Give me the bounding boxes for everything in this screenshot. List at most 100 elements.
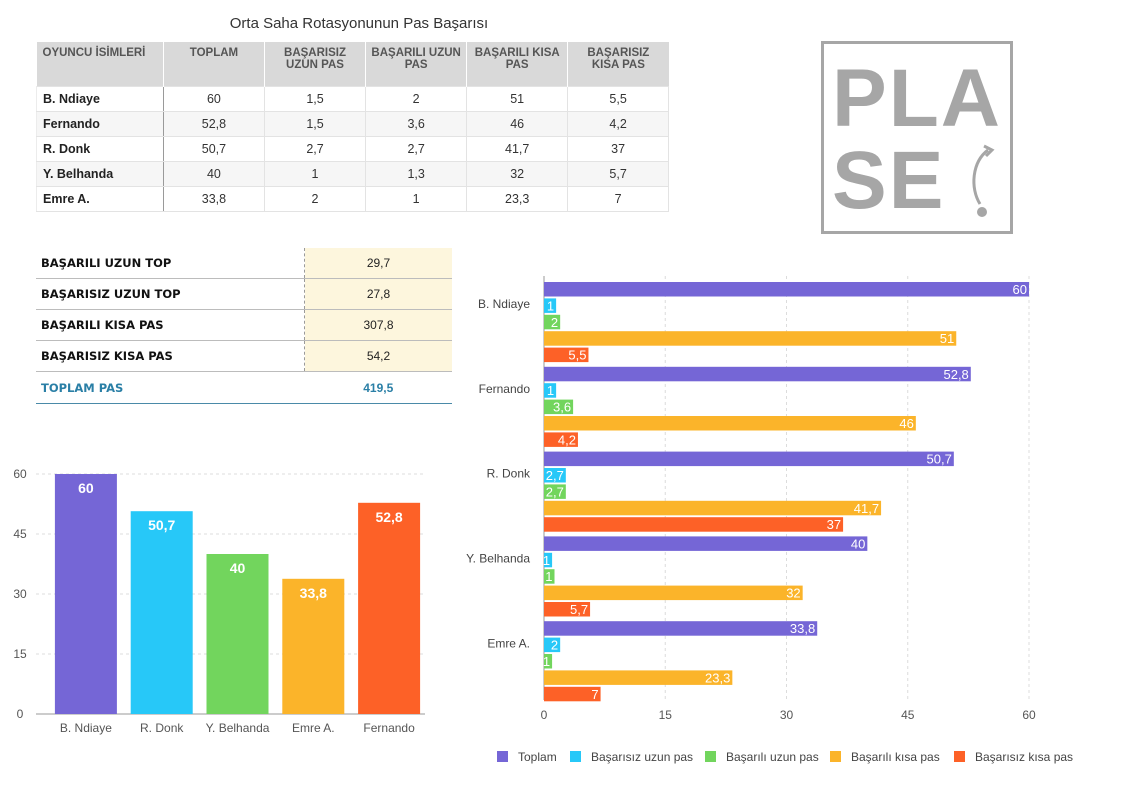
table-cell: 46 (466, 111, 569, 137)
x-tick-label: Y. Belhanda (206, 721, 270, 735)
table-cell: R. Donk (36, 136, 164, 162)
legend-swatch (570, 751, 581, 762)
bar (544, 621, 818, 636)
summary-row: BAŞARISIZ UZUN TOP 27,8 (36, 278, 452, 310)
total-pass-bar-chart: 0 15 30 45 60 60 B. Ndiaye 50,7 R. Donk 40 Y. Belh… (13, 467, 425, 735)
table-cell: 2 (365, 86, 468, 112)
legend-label: Başarısız kısa pas (975, 750, 1073, 764)
table-cell: 1,5 (263, 86, 367, 112)
table-header: TOPLAM (163, 42, 265, 87)
bar-value-label: 2,7 (546, 468, 564, 483)
table-cell: Fernando (36, 111, 164, 137)
bar (544, 602, 591, 617)
summary-label: BAŞARISIZ UZUN TOP (36, 278, 305, 310)
table-cell: 52,8 (163, 111, 265, 137)
bar-value-label: 40 (230, 560, 246, 576)
bar-value-label: 51 (940, 331, 954, 346)
y-tick-label: 0 (17, 707, 24, 721)
y-tick-label: 45 (13, 527, 27, 541)
summary-row: BAŞARISIZ KISA PAS 54,2 (36, 340, 452, 372)
bar (544, 383, 557, 398)
legend-label: Başarısız uzun pas (591, 750, 693, 764)
bar-value-label: 46 (899, 416, 913, 431)
bar-value-label: 1 (545, 569, 552, 584)
bar-value-label: 1 (543, 553, 550, 568)
x-tick-label: B. Ndiaye (60, 721, 112, 735)
bar-value-label: 52,8 (375, 509, 402, 525)
bar-value-label: 33,8 (790, 621, 815, 636)
table-cell: 4,2 (567, 111, 669, 137)
table-cell: 51 (466, 86, 569, 112)
table-cell: 7 (567, 186, 669, 212)
summary-value: 54,2 (304, 340, 452, 372)
bar (544, 366, 971, 382)
table-cell: B. Ndiaye (36, 86, 164, 112)
bar-value-label: 1 (543, 654, 550, 669)
bar (544, 314, 561, 330)
bar-value-label: 60 (78, 480, 94, 496)
bar (544, 484, 566, 499)
bar-value-label: 2 (551, 638, 558, 653)
table-cell: 32 (466, 161, 569, 187)
bar-value-label: 3,6 (553, 400, 571, 415)
y-tick-label: 60 (13, 467, 27, 481)
x-tick-label: 45 (901, 708, 915, 722)
pass-table: OYUNCU İSİMLERİ TOPLAM BAŞARISIZ UZUN PA… (36, 42, 669, 212)
bar (544, 536, 868, 551)
logo-mark-icon (972, 144, 995, 217)
logo-text-line1: PLA (832, 53, 1002, 144)
x-tick-label: 0 (541, 708, 548, 722)
legend-swatch (954, 751, 965, 762)
table-header: BAŞARISIZ KISA PAS (567, 42, 669, 87)
summary-value: 29,7 (304, 248, 452, 279)
bar (544, 569, 555, 584)
table-cell: 2,7 (263, 136, 367, 162)
summary-total-value: 419,5 (304, 371, 452, 404)
table-header: OYUNCU İSİMLERİ (36, 42, 164, 87)
legend-swatch (705, 751, 716, 762)
y-category-label: R. Donk (487, 467, 531, 481)
table-row: R. Donk 50,7 2,7 2,7 41,7 37 (36, 136, 669, 162)
summary-label: BAŞARILI UZUN TOP (36, 248, 305, 279)
bar-value-label: 32 (786, 586, 800, 601)
table-cell: 5,5 (567, 86, 669, 112)
summary-row: BAŞARILI KISA PAS 307,8 (36, 309, 452, 341)
bar (544, 468, 566, 483)
table-row: Emre A. 33,8 2 1 23,3 7 (36, 186, 669, 212)
bar (544, 637, 561, 653)
bar-value-label: 40 (851, 536, 865, 551)
table-cell: 50,7 (163, 136, 265, 162)
table-header: BAŞARISIZ UZUN PAS (263, 42, 366, 87)
summary-value: 307,8 (304, 309, 452, 341)
x-tick-label: R. Donk (140, 721, 184, 735)
bar (544, 416, 916, 431)
table-header: BAŞARILI KISA PAS (466, 42, 568, 87)
bar (358, 502, 421, 714)
y-category-label: Fernando (479, 382, 531, 396)
table-cell: 37 (567, 136, 669, 162)
table-header: BAŞARILI UZUN PAS (365, 42, 467, 87)
bar (544, 298, 557, 313)
bar (544, 500, 882, 516)
x-tick-label: Emre A. (292, 721, 335, 735)
table-cell: 1,3 (365, 161, 468, 187)
y-category-label: Y. Belhanda (466, 551, 530, 565)
summary-label: BAŞARILI KISA PAS (36, 309, 305, 341)
bar (544, 654, 553, 669)
bar-value-label: 1 (547, 383, 554, 398)
logo-text-line2: SE (832, 135, 946, 226)
y-category-label: Emre A. (487, 636, 530, 650)
legend-swatch (830, 751, 841, 762)
table-cell: 40 (163, 161, 265, 187)
page-title: Orta Saha Rotasyonunun Pas Başarısı (229, 15, 489, 32)
table-cell: Emre A. (36, 186, 164, 212)
bar (544, 451, 954, 467)
bar (282, 578, 345, 714)
bar-value-label: 5,5 (568, 348, 586, 363)
summary-row: BAŞARILI UZUN TOP 29,7 (36, 248, 452, 279)
x-tick-label: 30 (780, 708, 794, 722)
legend-label: Başarılı uzun pas (726, 750, 819, 764)
bar (130, 511, 193, 714)
bar-value-label: 60 (1013, 282, 1027, 297)
